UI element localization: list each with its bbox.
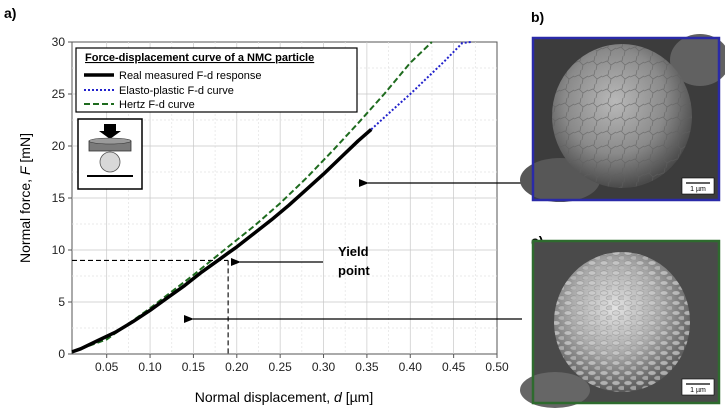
y-tick-label: 0 <box>58 347 65 361</box>
y-tick-label: 5 <box>58 295 65 309</box>
sem-c-texture <box>554 252 690 392</box>
x-tick-label: 0.25 <box>268 360 292 374</box>
legend-label-hertz: Hertz F-d curve <box>119 99 195 111</box>
legend-box <box>75 47 358 113</box>
x-tick-label: 0.10 <box>138 360 162 374</box>
y-tick-labels: 0 5 10 15 20 25 30 <box>52 35 72 361</box>
sem-b-cracks <box>552 44 692 188</box>
series-line-real-measured-f-d-response <box>71 128 373 354</box>
x-tick-labels: 0.05 0.10 0.15 0.20 0.25 0.30 0.35 0.40 0.45 0.50 <box>95 354 509 374</box>
y-tick-label: 15 <box>52 191 66 205</box>
indentation-schematic <box>77 118 143 190</box>
y-tick-label: 30 <box>52 35 66 49</box>
y-tick-label: 10 <box>52 243 66 257</box>
sem-c-scalebar-label: 1 µm <box>690 387 706 394</box>
x-tick-label: 0.20 <box>225 360 249 374</box>
legend-label-measured: Real measured F-d response <box>119 70 261 82</box>
sem-image-b: 1 µm <box>520 34 725 202</box>
panel-label-b: b) <box>531 9 544 25</box>
yield-guides <box>72 259 229 354</box>
sem-b-scalebar-box <box>681 177 715 195</box>
legend: Force-displacement curve of a NMC partic… <box>75 47 358 113</box>
y-tick-label: 25 <box>52 87 66 101</box>
indenter-top-icon <box>88 137 132 145</box>
y-tick-label: 20 <box>52 139 66 153</box>
sem-b-debris-2 <box>670 34 725 86</box>
x-tick-label: 0.50 <box>485 360 509 374</box>
legend-title: Force-displacement curve of a NMC partic… <box>85 52 314 64</box>
force-arrow-icon <box>99 124 121 139</box>
yield-label-line2: point <box>338 263 370 278</box>
series-line-elasto-plastic-f-d-curve <box>370 41 472 131</box>
x-tick-label: 0.30 <box>312 360 336 374</box>
x-tick-label: 0.40 <box>399 360 423 374</box>
particle-sphere-icon <box>99 151 121 173</box>
panel-label-a: a) <box>4 5 16 21</box>
sem-b-scalebar-label: 1 µm <box>690 186 706 193</box>
sem-c-scalebar-box <box>681 378 715 396</box>
x-axis-label: Normal displacement, d [µm] <box>195 389 373 405</box>
sem-image-c: 1 µm <box>520 239 721 408</box>
sem-c-debris <box>520 372 590 408</box>
legend-label-elasto-plastic: Elasto-plastic F-d curve <box>119 85 234 97</box>
yield-label-line1: Yield <box>338 244 369 259</box>
x-tick-label: 0.15 <box>182 360 206 374</box>
x-tick-label: 0.45 <box>442 360 466 374</box>
sem-c-border <box>531 239 721 405</box>
sem-b-border <box>531 36 721 202</box>
x-tick-label: 0.35 <box>355 360 379 374</box>
series-layer <box>71 41 472 354</box>
y-axis-label: Normal force, F [mN] <box>17 133 33 263</box>
x-tick-label: 0.05 <box>95 360 119 374</box>
